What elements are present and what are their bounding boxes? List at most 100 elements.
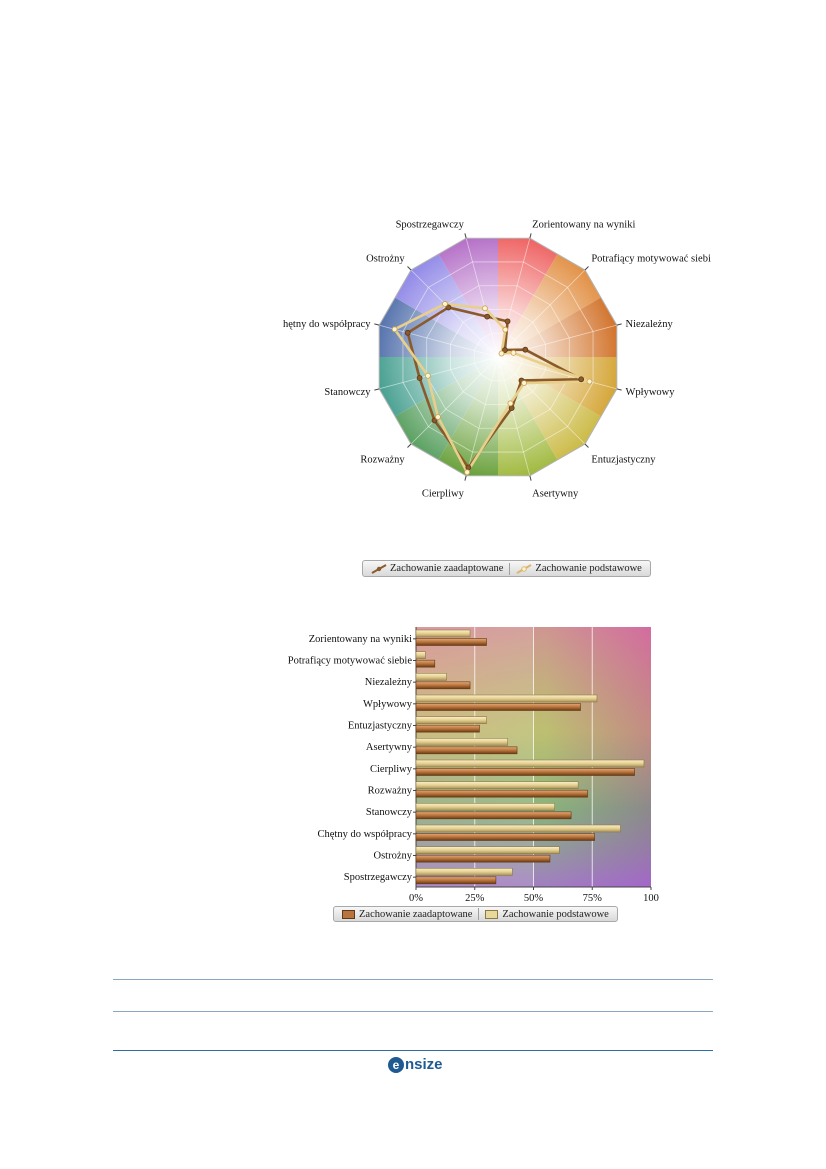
radar-tick — [529, 475, 532, 481]
legend-divider — [509, 562, 511, 575]
radar-point — [586, 378, 593, 385]
bar-adapted — [415, 789, 588, 798]
radar-tick — [584, 266, 589, 271]
radar-point — [504, 318, 511, 325]
radar-point — [425, 372, 431, 379]
radar-point — [507, 400, 514, 407]
footer-rule — [113, 979, 713, 980]
radar-tick — [407, 443, 412, 448]
bar-adapted — [415, 703, 581, 711]
bar-basic — [415, 759, 645, 768]
radar-point — [498, 350, 505, 357]
bar-adapted — [415, 681, 471, 690]
radar-axis-label: Wpływowy — [626, 387, 676, 398]
x-tick-label: 25% — [465, 893, 485, 904]
bar-legend: Zachowanie zaadaptowane Zachowanie podst… — [333, 906, 618, 922]
bar-adapted — [415, 746, 518, 755]
x-tick-label: 0% — [409, 893, 423, 904]
y-tick-label: Zorientowany na wyniki — [309, 634, 412, 645]
brand-logo: e nsize — [388, 1056, 443, 1073]
footer-rule — [113, 1050, 713, 1051]
radar-point — [482, 305, 488, 312]
radar-axis-label: Cierpliwy — [422, 489, 465, 500]
radar-point — [416, 375, 423, 381]
radar-point — [464, 469, 471, 476]
bar-adapted — [415, 833, 595, 841]
radar-point — [484, 313, 491, 320]
bar-adapted — [415, 638, 487, 646]
bar-adapted — [415, 768, 635, 776]
y-tick-label: Spostrzegawczy — [344, 872, 413, 883]
swatch-icon — [342, 909, 355, 919]
line-marker-icon — [371, 563, 387, 574]
x-tick-label: 50% — [524, 893, 544, 904]
bar-adapted — [415, 724, 480, 733]
radar-spoke — [379, 324, 499, 358]
radar-tick — [374, 323, 380, 326]
radar-point — [391, 326, 398, 333]
radar-tick — [529, 233, 532, 239]
y-tick-label: Stanowczy — [366, 807, 413, 818]
radar-spoke — [410, 356, 499, 445]
radar-point — [404, 329, 411, 336]
bar-basic — [415, 738, 508, 746]
y-tick-label: Entuzjastyczny — [348, 721, 413, 732]
radar-legend: Zachowanie zaadaptowane Zachowanie podst… — [362, 560, 651, 577]
bar-adapted — [415, 854, 551, 863]
radar-axis-label: Rozważny — [360, 454, 405, 465]
radar-legend-label-adapted: Zachowanie zaadaptowane — [390, 563, 504, 574]
radar-axis-label: Potrafiący motywować siebi — [591, 254, 711, 265]
logo-icon: e — [388, 1056, 404, 1073]
radar-legend-label-basic: Zachowanie podstawowe — [535, 563, 642, 574]
radar-axis-label: Stanowczy — [324, 387, 371, 398]
radar-axis-label: Zorientowany na wyniki — [532, 219, 635, 230]
radar-point — [510, 349, 517, 356]
radar-point — [522, 346, 529, 353]
radar-point — [521, 380, 527, 386]
radar-tick — [464, 475, 467, 481]
bar-basic — [415, 781, 579, 789]
radar-point — [502, 326, 509, 333]
radar-spoke — [465, 356, 499, 476]
radar-spoke — [410, 269, 499, 358]
radar-axis-label: Spostrzegawczy — [396, 219, 465, 230]
radar-point — [435, 414, 441, 420]
y-tick-label: Ostrożny — [374, 851, 413, 862]
radar-point — [578, 376, 585, 383]
y-tick-label: Cierpliwy — [370, 764, 413, 775]
radar-legend-entry-basic: Zachowanie podstawowe — [512, 563, 645, 574]
line-marker-icon — [516, 563, 532, 574]
y-tick-label: Potrafiący motywować siebie — [288, 656, 413, 667]
bar-basic — [415, 673, 447, 681]
radar-axis-label: Ostrożny — [366, 254, 405, 265]
radar-axis-label: Niezależny — [626, 319, 674, 330]
bar-adapted — [415, 811, 572, 820]
bar-adapted — [415, 876, 497, 885]
bar-basic — [415, 651, 426, 659]
bar-legend-label-basic: Zachowanie podstawowe — [502, 908, 609, 920]
radar-tick — [407, 266, 412, 271]
y-tick-label: Niezależny — [365, 677, 413, 688]
footer-rule — [113, 1011, 713, 1012]
radar-point — [502, 347, 508, 353]
radar-spoke — [497, 324, 617, 358]
radar-spoke — [497, 269, 586, 358]
y-tick-label: Asertywny — [366, 742, 413, 753]
radar-spoke — [379, 356, 499, 390]
radar-axis-label: Asertywny — [532, 489, 579, 500]
radar-tick — [616, 323, 622, 326]
radar-point — [442, 301, 448, 307]
bar-legend-entry-adapted: Zachowanie zaadaptowane — [338, 909, 476, 920]
bar-basic — [415, 824, 621, 833]
radar-tick — [464, 233, 467, 239]
radar-spoke — [497, 356, 531, 476]
x-tick-label: 75% — [583, 893, 603, 904]
radar-spoke — [497, 356, 586, 445]
bar-basic — [415, 629, 471, 638]
radar-chart: Zorientowany na wyniki Potrafiący motywow… — [283, 219, 711, 500]
bar-basic — [415, 846, 560, 854]
radar-tick — [374, 388, 380, 391]
bar-basic — [415, 694, 598, 703]
y-tick-label: Rozważny — [368, 786, 413, 797]
y-tick-label: Wpływowy — [363, 699, 413, 710]
